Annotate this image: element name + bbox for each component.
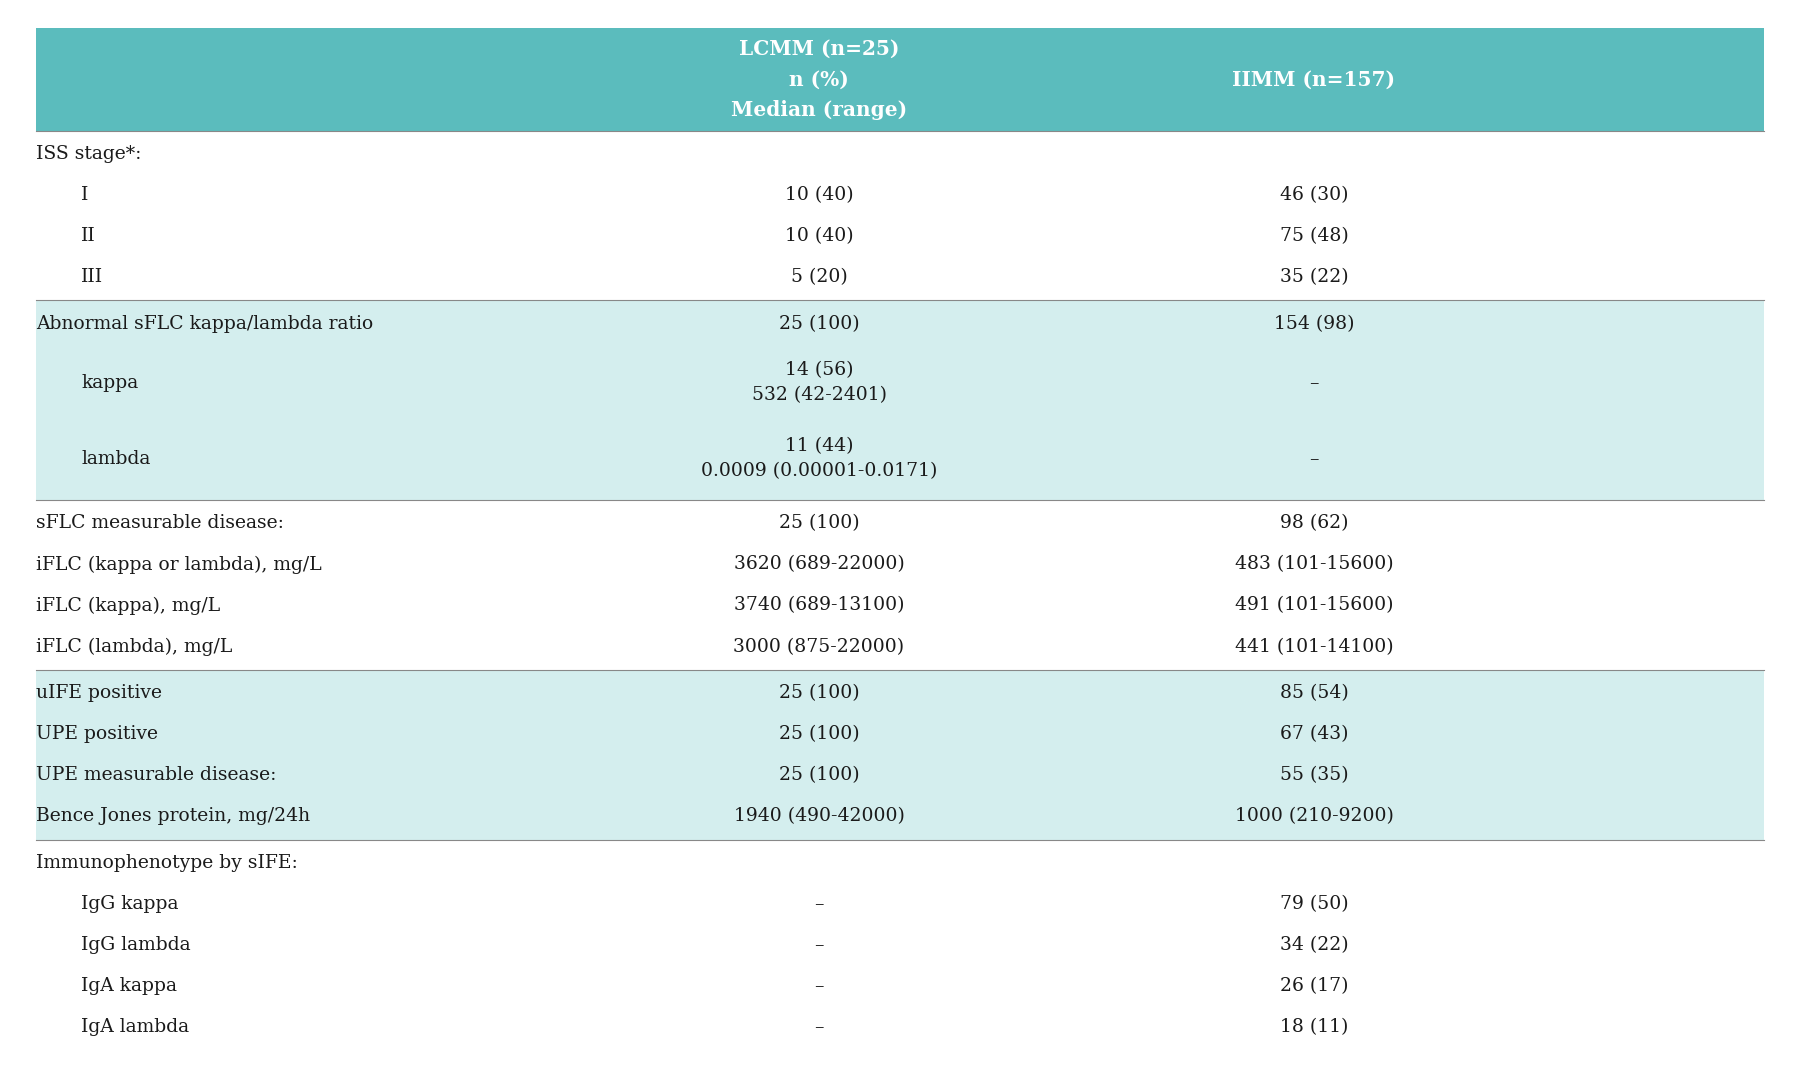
Text: iFLC (kappa or lambda), mg/L: iFLC (kappa or lambda), mg/L [36, 555, 322, 574]
Text: sFLC measurable disease:: sFLC measurable disease: [36, 514, 284, 532]
Text: –: – [1309, 373, 1319, 392]
Bar [36, 130, 1764, 301]
Text: IgA lambda: IgA lambda [81, 1018, 189, 1036]
Text: IIMM (n=157): IIMM (n=157) [1233, 69, 1395, 90]
Text: 35 (22): 35 (22) [1280, 268, 1348, 286]
Text: 1940 (490-42000): 1940 (490-42000) [734, 808, 904, 826]
Text: iFLC (kappa), mg/L: iFLC (kappa), mg/L [36, 596, 220, 615]
Text: –: – [814, 936, 824, 954]
Text: 3620 (689-22000): 3620 (689-22000) [734, 556, 904, 573]
Text: 79 (50): 79 (50) [1280, 895, 1348, 913]
Text: 26 (17): 26 (17) [1280, 977, 1348, 996]
Text: UPE positive: UPE positive [36, 726, 158, 744]
Text: Abnormal sFLC kappa/lambda ratio: Abnormal sFLC kappa/lambda ratio [36, 315, 373, 333]
Text: lambda: lambda [81, 450, 151, 468]
Text: 483 (101-15600): 483 (101-15600) [1235, 556, 1393, 573]
Text: uIFE positive: uIFE positive [36, 684, 162, 702]
Text: 3000 (875-22000): 3000 (875-22000) [733, 638, 905, 655]
Text: 46 (30): 46 (30) [1280, 186, 1348, 204]
Text: –: – [814, 977, 824, 996]
Text: ISS stage*:: ISS stage*: [36, 145, 142, 163]
Text: 441 (101-14100): 441 (101-14100) [1235, 638, 1393, 655]
Text: 10 (40): 10 (40) [785, 227, 853, 245]
Text: 25 (100): 25 (100) [779, 766, 859, 784]
Bar [36, 840, 1764, 1051]
Text: 25 (100): 25 (100) [779, 315, 859, 333]
Text: 5 (20): 5 (20) [790, 268, 848, 286]
Text: III: III [81, 268, 103, 286]
Text: II: II [81, 227, 95, 245]
Text: IgG lambda: IgG lambda [81, 936, 191, 954]
Text: 98 (62): 98 (62) [1280, 514, 1348, 532]
Text: Bence Jones protein, mg/24h: Bence Jones protein, mg/24h [36, 808, 310, 826]
Text: 154 (98): 154 (98) [1274, 315, 1354, 333]
Text: 14 (56)
532 (42-2401): 14 (56) 532 (42-2401) [752, 361, 886, 404]
Text: 1000 (210-9200): 1000 (210-9200) [1235, 808, 1393, 826]
Text: –: – [814, 1018, 824, 1036]
Text: –: – [1309, 450, 1319, 468]
Text: 34 (22): 34 (22) [1280, 936, 1348, 954]
Bar [36, 28, 1764, 130]
Text: 55 (35): 55 (35) [1280, 766, 1348, 784]
Text: IgA kappa: IgA kappa [81, 977, 176, 996]
Text: 10 (40): 10 (40) [785, 186, 853, 204]
Bar [36, 500, 1764, 670]
Text: iFLC (lambda), mg/L: iFLC (lambda), mg/L [36, 637, 232, 656]
Text: 75 (48): 75 (48) [1280, 227, 1348, 245]
Text: kappa: kappa [81, 373, 139, 392]
Text: –: – [814, 895, 824, 913]
Text: 25 (100): 25 (100) [779, 514, 859, 532]
Text: 11 (44)
0.0009 (0.00001-0.0171): 11 (44) 0.0009 (0.00001-0.0171) [700, 437, 938, 480]
Bar [36, 670, 1764, 840]
Text: 67 (43): 67 (43) [1280, 726, 1348, 744]
Text: UPE measurable disease:: UPE measurable disease: [36, 766, 277, 784]
Text: LCMM (n=25)
n (%)
Median (range): LCMM (n=25) n (%) Median (range) [731, 38, 907, 120]
Text: 491 (101-15600): 491 (101-15600) [1235, 596, 1393, 615]
Text: IgG kappa: IgG kappa [81, 895, 178, 913]
Text: 85 (54): 85 (54) [1280, 684, 1348, 702]
Text: 25 (100): 25 (100) [779, 726, 859, 744]
Text: Immunophenotype by sIFE:: Immunophenotype by sIFE: [36, 854, 297, 872]
Text: 18 (11): 18 (11) [1280, 1018, 1348, 1036]
Text: I: I [81, 186, 88, 204]
Bar [36, 301, 1764, 500]
Text: 25 (100): 25 (100) [779, 684, 859, 702]
Text: 3740 (689-13100): 3740 (689-13100) [734, 596, 904, 615]
